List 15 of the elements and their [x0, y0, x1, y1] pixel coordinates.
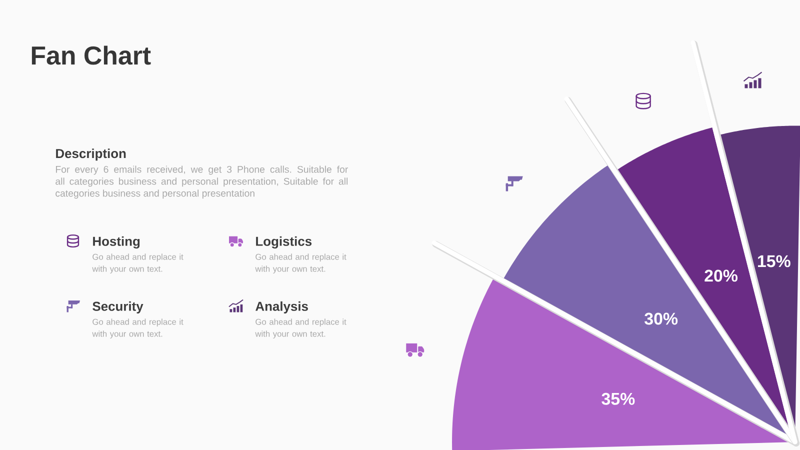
- legend-label: Hosting: [93, 236, 140, 249]
- text: Go ahead and replace it with your own text.: [255, 318, 346, 338]
- legend-label: Security: [92, 301, 144, 314]
- text: Go ahead and replace it with your own text.: [255, 254, 346, 274]
- legend-label: Logistics: [256, 236, 312, 249]
- data-label: 20%: [704, 270, 738, 282]
- text: Go ahead and replace it with your own text.: [92, 318, 184, 338]
- data-label: 35%: [602, 392, 635, 405]
- text: Go ahead and replace it with your own text.: [92, 254, 184, 274]
- text: For every 6 emails received, we get 3 Phone calls. Suitable for all categories business and personal presentation, Suitable for all categories business and personal presentation: [56, 166, 348, 199]
- legend-label: Analysis: [256, 301, 308, 314]
- chart-title: Fan Chart: [32, 46, 151, 65]
- data-label: 30%: [644, 312, 678, 325]
- data-label: 15%: [758, 255, 790, 268]
- text: Description: [56, 148, 126, 161]
